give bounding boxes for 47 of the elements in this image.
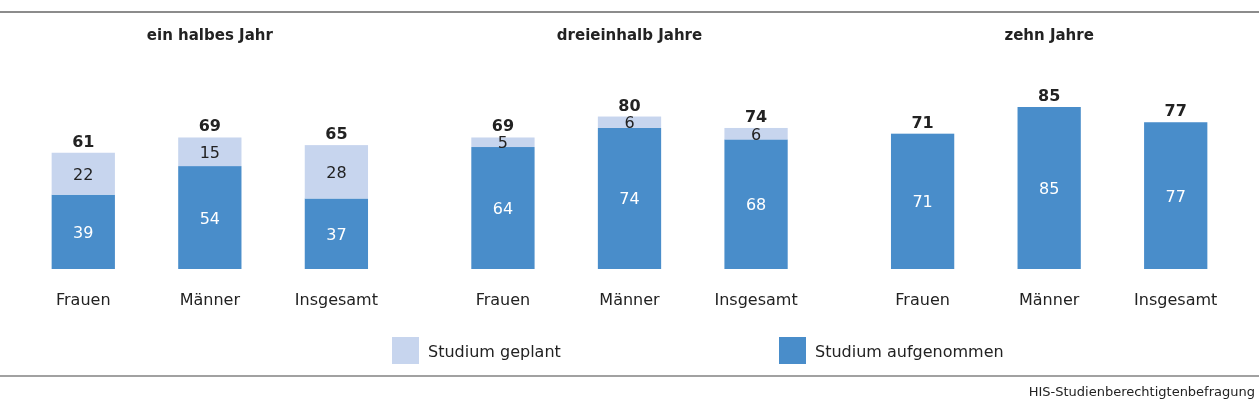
total-label: 85 [1038,86,1061,105]
legend-label: Studium geplant [428,342,561,361]
data-label: 71 [912,192,933,212]
total-label: 74 [744,106,768,126]
x-tick-label: Frauen [56,290,111,309]
data-label: 85 [1038,179,1060,198]
total-label: 71 [911,112,934,132]
data-label: 74 [619,189,640,209]
bar [178,137,242,167]
total-label: 65 [325,124,348,144]
bar [597,127,662,269]
data-label: 15 [199,142,221,162]
chart-title: dreieinhalb Jahre [556,26,703,44]
total-label: 77 [1164,101,1187,121]
chart-title: zehn Jahre [1004,26,1094,44]
data-label: 22 [73,164,94,184]
total-label: 69 [198,116,221,136]
data-label: 68 [745,195,767,215]
bar [51,194,115,269]
data-label: 54 [199,208,221,228]
data-label: 39 [73,222,94,242]
x-tick-label: Männer [599,290,661,309]
data-label: 77 [1165,186,1186,206]
x-tick-label: Männer [1019,290,1080,309]
bar [304,145,369,199]
data-label: 64 [492,199,514,219]
data-label: 6 [750,124,762,144]
bar [724,139,788,269]
bar [471,147,535,269]
x-tick-label: Insgesamt [714,290,798,309]
bar [304,198,369,269]
x-tick-label: Frauen [475,290,531,309]
total-label: 69 [491,116,515,136]
text: HIS-Studienberechtigtenbefragung [1028,384,1255,399]
data-label: 6 [624,113,635,133]
total-label: 61 [72,131,95,151]
x-tick-label: Frauen [895,290,950,309]
x-tick-label: Insgesamt [1134,290,1218,309]
total-label: 80 [618,95,641,115]
chart-title: ein halbes Jahr [146,26,274,44]
x-tick-label: Männer [179,290,241,309]
data-label: 37 [326,224,347,244]
x-tick-label: Insgesamt [294,290,378,309]
legend-label: Studium aufgenommen [815,342,1004,361]
bar [51,152,115,195]
data-label: 28 [326,162,347,182]
bar [178,166,242,269]
